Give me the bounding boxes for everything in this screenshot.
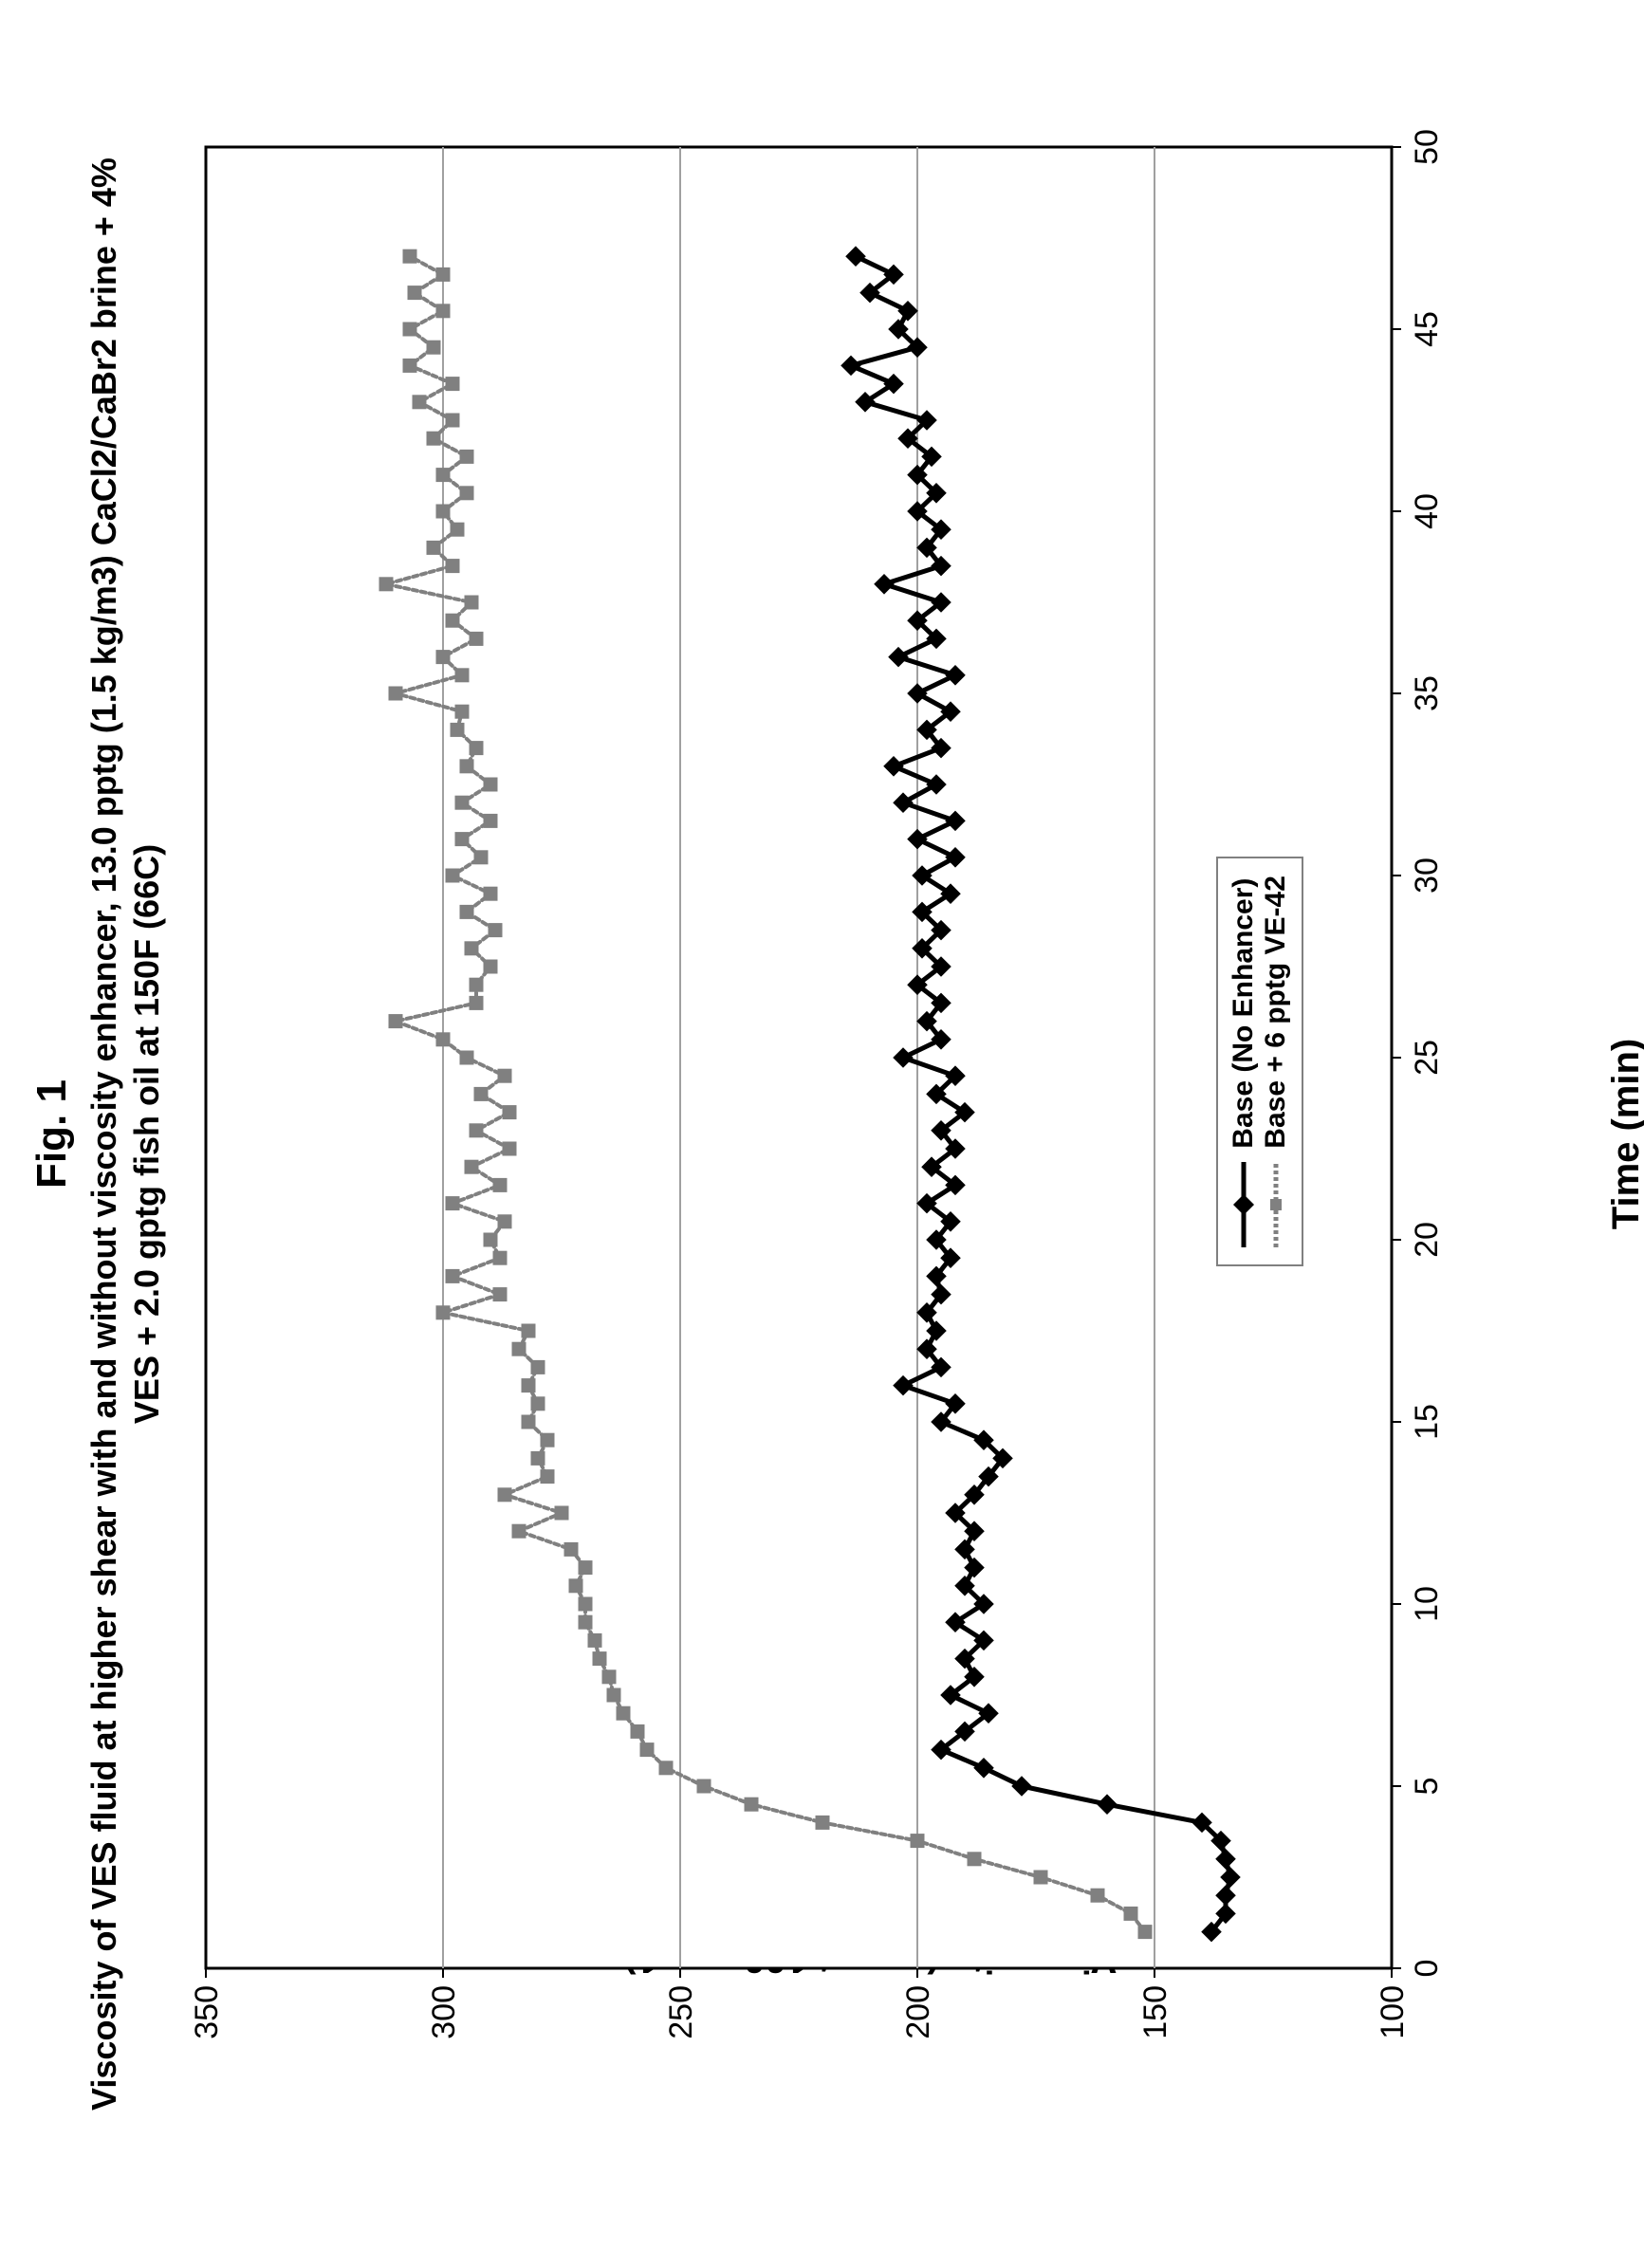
svg-text:30: 30 xyxy=(1409,858,1445,894)
svg-text:200: 200 xyxy=(900,1986,936,2040)
plot-area: Viscosity (cps at 100 sec-1) 10015020025… xyxy=(187,91,1553,2178)
svg-text:250: 250 xyxy=(663,1986,699,2040)
legend-swatch-base xyxy=(1229,1162,1258,1247)
chart-legend: Base (No Enhancer) Base + 6 pptg VE-42 xyxy=(1216,857,1303,1266)
svg-text:5: 5 xyxy=(1409,1778,1445,1796)
landscape-figure: Fig. 1 Viscosity of VES fluid at higher … xyxy=(0,0,1644,2268)
legend-swatch-enhanced xyxy=(1262,1162,1290,1247)
svg-text:100: 100 xyxy=(1375,1986,1411,2040)
legend-row: Base (No Enhancer) xyxy=(1228,876,1260,1247)
x-axis-label: Time (min) xyxy=(1605,1039,1644,1230)
figure-label: Fig. 1 xyxy=(0,0,77,2268)
svg-text:45: 45 xyxy=(1409,312,1445,348)
svg-text:300: 300 xyxy=(426,1986,462,2040)
svg-text:40: 40 xyxy=(1409,494,1445,530)
svg-text:35: 35 xyxy=(1409,676,1445,712)
svg-text:50: 50 xyxy=(1409,130,1445,166)
svg-text:25: 25 xyxy=(1409,1041,1445,1077)
svg-text:350: 350 xyxy=(189,1986,225,2040)
figure-title: Viscosity of VES fluid at higher shear w… xyxy=(77,0,168,2268)
page-container: Fig. 1 Viscosity of VES fluid at higher … xyxy=(0,0,1644,2268)
svg-text:10: 10 xyxy=(1409,1587,1445,1623)
svg-text:150: 150 xyxy=(1137,1986,1173,2040)
legend-label-base: Base (No Enhancer) xyxy=(1228,878,1260,1149)
svg-text:20: 20 xyxy=(1409,1223,1445,1259)
legend-row: Base + 6 pptg VE-42 xyxy=(1260,876,1292,1247)
legend-label-enhanced: Base + 6 pptg VE-42 xyxy=(1260,876,1292,1149)
svg-text:15: 15 xyxy=(1409,1405,1445,1441)
svg-text:0: 0 xyxy=(1409,1960,1445,1978)
